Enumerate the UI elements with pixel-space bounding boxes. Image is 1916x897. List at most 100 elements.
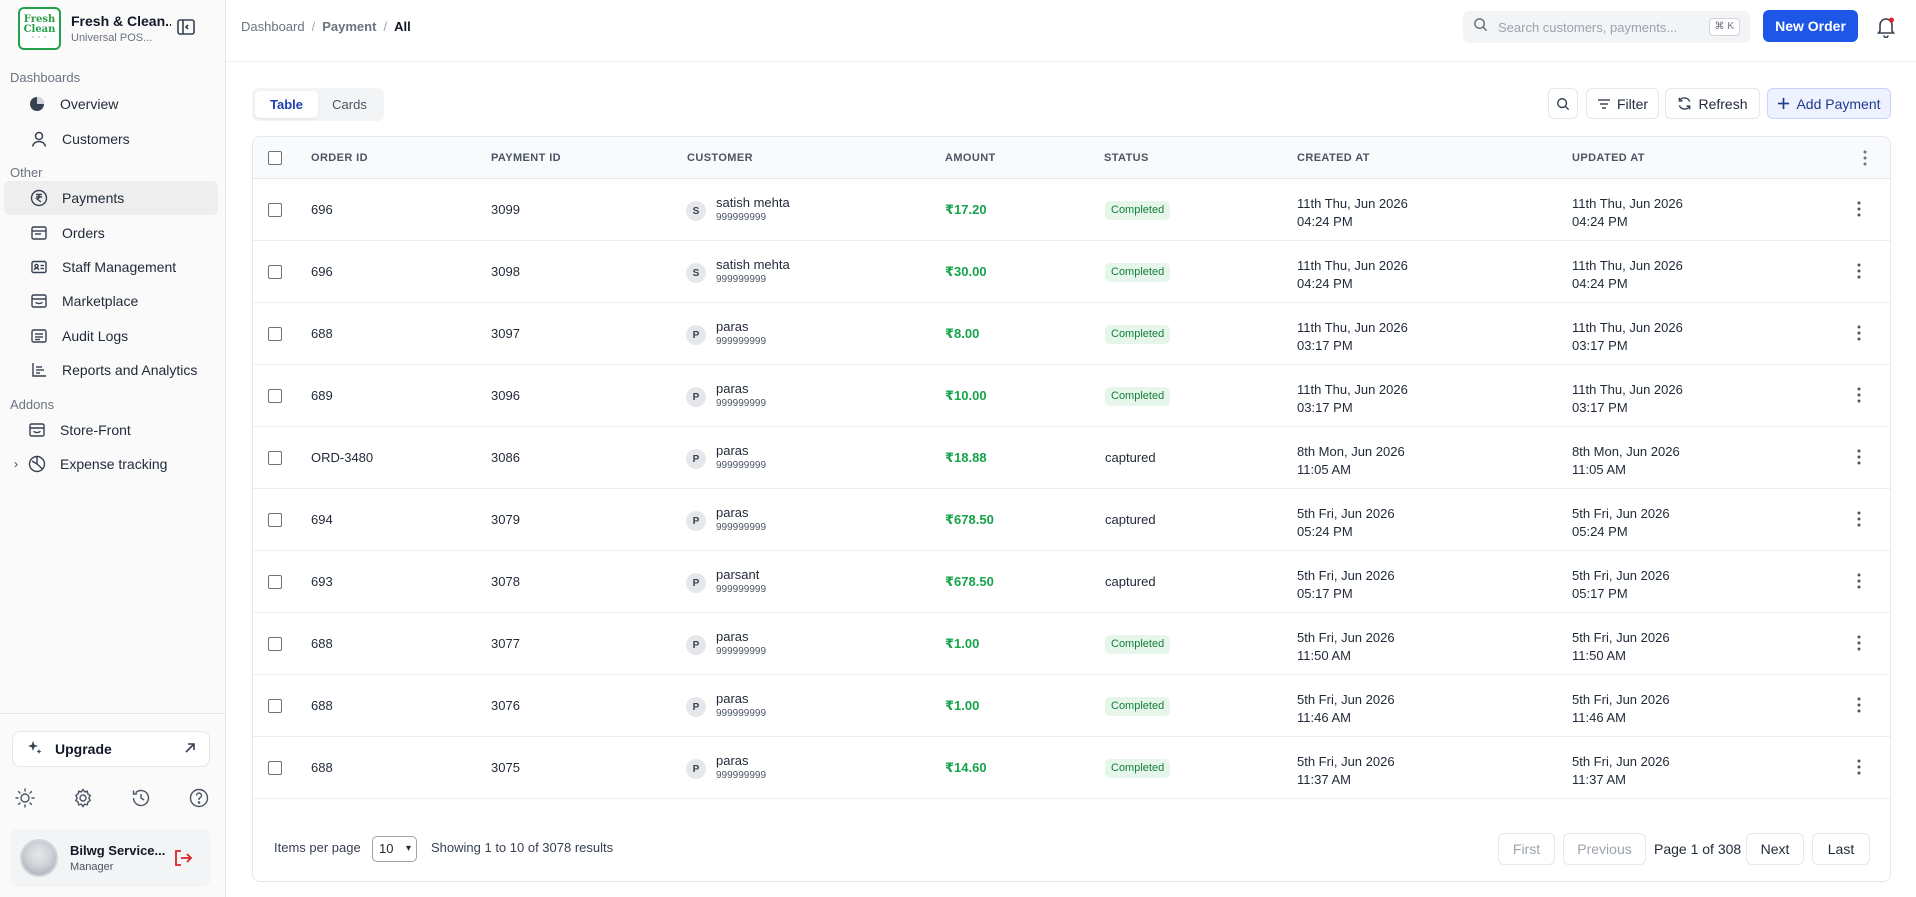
row-checkbox[interactable] [268, 265, 282, 279]
customer-name: paras [716, 443, 749, 458]
customer-phone: 999999999 [716, 770, 767, 781]
column-options-icon[interactable] [1863, 150, 1867, 171]
row-menu-icon[interactable] [1857, 449, 1861, 470]
amount: ₹10.00 [945, 388, 987, 403]
logout-icon[interactable] [172, 847, 194, 874]
column-payment-id[interactable]: PAYMENT ID [491, 152, 562, 164]
row-menu-icon[interactable] [1857, 573, 1861, 594]
row-menu-icon[interactable] [1857, 635, 1861, 656]
search-input[interactable] [1498, 19, 1698, 35]
sidebar-item-payments[interactable]: Payments [4, 181, 218, 215]
filter-button[interactable]: Filter [1586, 88, 1659, 119]
search-box[interactable]: ⌘ K [1463, 11, 1750, 43]
column-customer[interactable]: CUSTOMER [687, 152, 753, 164]
filter-icon [1597, 98, 1610, 109]
tab-table[interactable]: Table [255, 91, 318, 118]
breadcrumb-payment[interactable]: Payment [322, 19, 377, 34]
payment-id: 3086 [491, 450, 520, 465]
row-menu-icon[interactable] [1857, 263, 1861, 284]
row-menu-icon[interactable] [1857, 697, 1861, 718]
bell-icon[interactable] [1876, 16, 1896, 43]
sun-icon[interactable] [14, 787, 36, 809]
column-status[interactable]: STATUS [1104, 152, 1149, 164]
row-checkbox[interactable] [268, 203, 282, 217]
row-checkbox[interactable] [268, 389, 282, 403]
sidebar: Fresh Clean · · · Fresh & Clean... Unive… [0, 0, 226, 897]
sidebar-item-marketplace[interactable]: Marketplace [4, 284, 218, 318]
sidebar-item-label: Marketplace [62, 293, 139, 309]
gear-icon[interactable] [72, 787, 94, 809]
row-menu-icon[interactable] [1857, 325, 1861, 346]
column-order-id[interactable]: ORDER ID [311, 152, 368, 164]
sidebar-item-overview[interactable]: Overview [4, 87, 218, 121]
payment-id: 3076 [491, 698, 520, 713]
status-text: captured [1105, 574, 1156, 589]
first-page-button[interactable]: First [1498, 833, 1555, 865]
items-per-page-select[interactable]: 10 ▾ [372, 836, 417, 862]
chart-icon [30, 361, 48, 379]
updated-time: 03:17 PM [1572, 338, 1628, 353]
previous-page-button[interactable]: Previous [1563, 833, 1646, 865]
created-time: 05:17 PM [1297, 586, 1353, 601]
updated-at: 5th Fri, Jun 2026 05:24 PM [1572, 505, 1670, 541]
row-checkbox[interactable] [268, 327, 282, 341]
next-page-button[interactable]: Next [1746, 833, 1804, 865]
column-created-at[interactable]: CREATED AT [1297, 152, 1370, 164]
help-icon[interactable] [188, 787, 210, 809]
customer-phone: 999999999 [716, 398, 767, 409]
user-card[interactable]: Bilwg Service... Manager [10, 829, 210, 887]
chevron-right-icon[interactable]: › [14, 457, 18, 471]
updated-date: 5th Fri, Jun 2026 [1572, 692, 1670, 707]
sidebar-item-label: Orders [62, 225, 105, 241]
sidebar-item-expense-tracking[interactable]: › Expense tracking [4, 447, 218, 481]
history-icon[interactable] [130, 787, 152, 809]
created-time: 11:46 AM [1297, 710, 1351, 725]
id-card-icon [30, 258, 48, 276]
row-checkbox[interactable] [268, 637, 282, 651]
new-order-button[interactable]: New Order [1763, 10, 1858, 42]
row-menu-icon[interactable] [1857, 201, 1861, 222]
breadcrumb-all: All [394, 19, 411, 34]
updated-time: 03:17 PM [1572, 400, 1628, 415]
select-all-checkbox[interactable] [268, 151, 282, 165]
brand[interactable]: Fresh Clean · · · Fresh & Clean... Unive… [18, 5, 218, 51]
tab-cards[interactable]: Cards [332, 97, 367, 112]
row-menu-icon[interactable] [1857, 387, 1861, 408]
sidebar-item-reports-and-analytics[interactable]: Reports and Analytics [4, 353, 218, 387]
row-menu-icon[interactable] [1857, 511, 1861, 532]
row-checkbox[interactable] [268, 575, 282, 589]
refresh-button[interactable]: Refresh [1665, 88, 1760, 119]
column-amount[interactable]: AMOUNT [945, 152, 996, 164]
row-checkbox[interactable] [268, 761, 282, 775]
logo-text-top: Fresh [23, 14, 56, 25]
table-search-button[interactable] [1548, 88, 1578, 119]
row-checkbox[interactable] [268, 451, 282, 465]
upgrade-button[interactable]: Upgrade [12, 731, 210, 767]
sidebar-collapse-icon[interactable] [176, 17, 196, 37]
sidebar-item-store-front[interactable]: Store-Front [4, 413, 218, 447]
last-page-button[interactable]: Last [1812, 833, 1870, 865]
breadcrumb-dashboard[interactable]: Dashboard [241, 19, 305, 34]
sidebar-item-staff-management[interactable]: Staff Management [4, 250, 218, 284]
sidebar-item-orders[interactable]: Orders [4, 216, 218, 250]
sidebar-item-audit-logs[interactable]: Audit Logs [4, 319, 218, 353]
customer-name: paras [716, 319, 749, 334]
column-updated-at[interactable]: UPDATED AT [1572, 152, 1645, 164]
row-menu-icon[interactable] [1857, 759, 1861, 780]
row-checkbox[interactable] [268, 699, 282, 713]
brand-logo: Fresh Clean · · · [18, 6, 61, 50]
row-checkbox[interactable] [268, 513, 282, 527]
brand-subtitle: Universal POS... [71, 31, 153, 44]
sidebar-item-customers[interactable]: Customers [4, 122, 218, 156]
add-payment-button[interactable]: Add Payment [1767, 88, 1891, 119]
